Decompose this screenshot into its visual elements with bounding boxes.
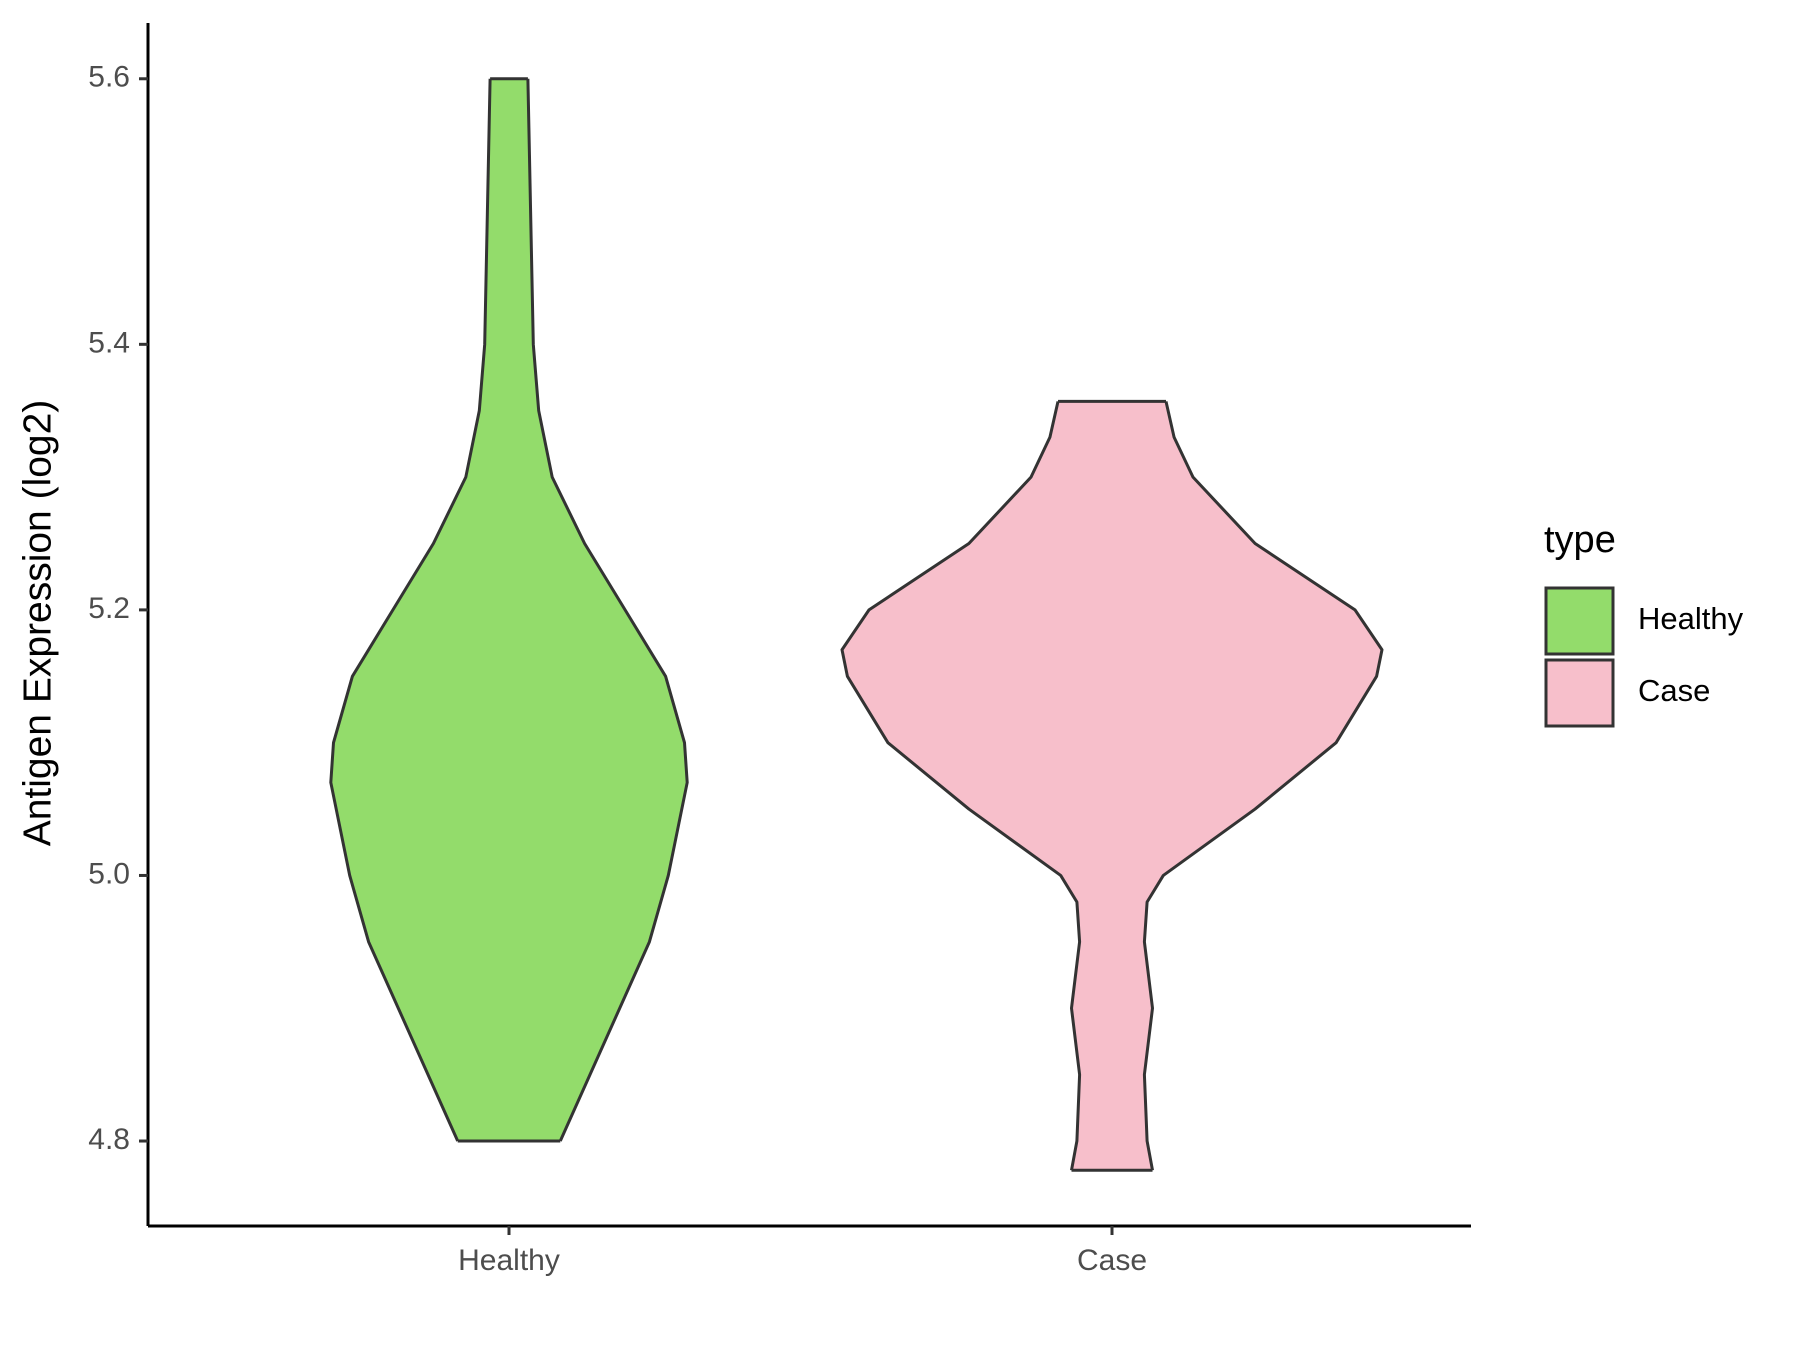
violin-half: [842, 401, 1112, 1171]
y-axis-title: Antigen Expression (log2): [16, 400, 59, 847]
y-tick-label: 5.2: [88, 592, 130, 625]
violin-outline: [329, 78, 492, 1142]
y-tick-label: 4.8: [88, 1123, 130, 1156]
y-tick-label: 5.6: [88, 61, 130, 94]
violin-half: [509, 78, 688, 1142]
legend-label: Case: [1638, 673, 1710, 708]
violin-half: [1112, 401, 1382, 1171]
legend-label: Healthy: [1638, 601, 1744, 636]
y-tick-label: 5.4: [88, 326, 130, 359]
violin-half: [330, 78, 509, 1142]
violin-outline: [1142, 401, 1384, 1171]
violin-outline: [526, 78, 689, 1142]
x-tick-label: Healthy: [458, 1244, 560, 1277]
legend-title: type: [1544, 519, 1616, 561]
legend-key: [1544, 586, 1615, 656]
y-tick-label: 5.0: [88, 857, 130, 890]
violin-outline: [840, 401, 1082, 1171]
legend-key: [1544, 658, 1615, 728]
x-tick-label: Case: [1077, 1244, 1147, 1277]
